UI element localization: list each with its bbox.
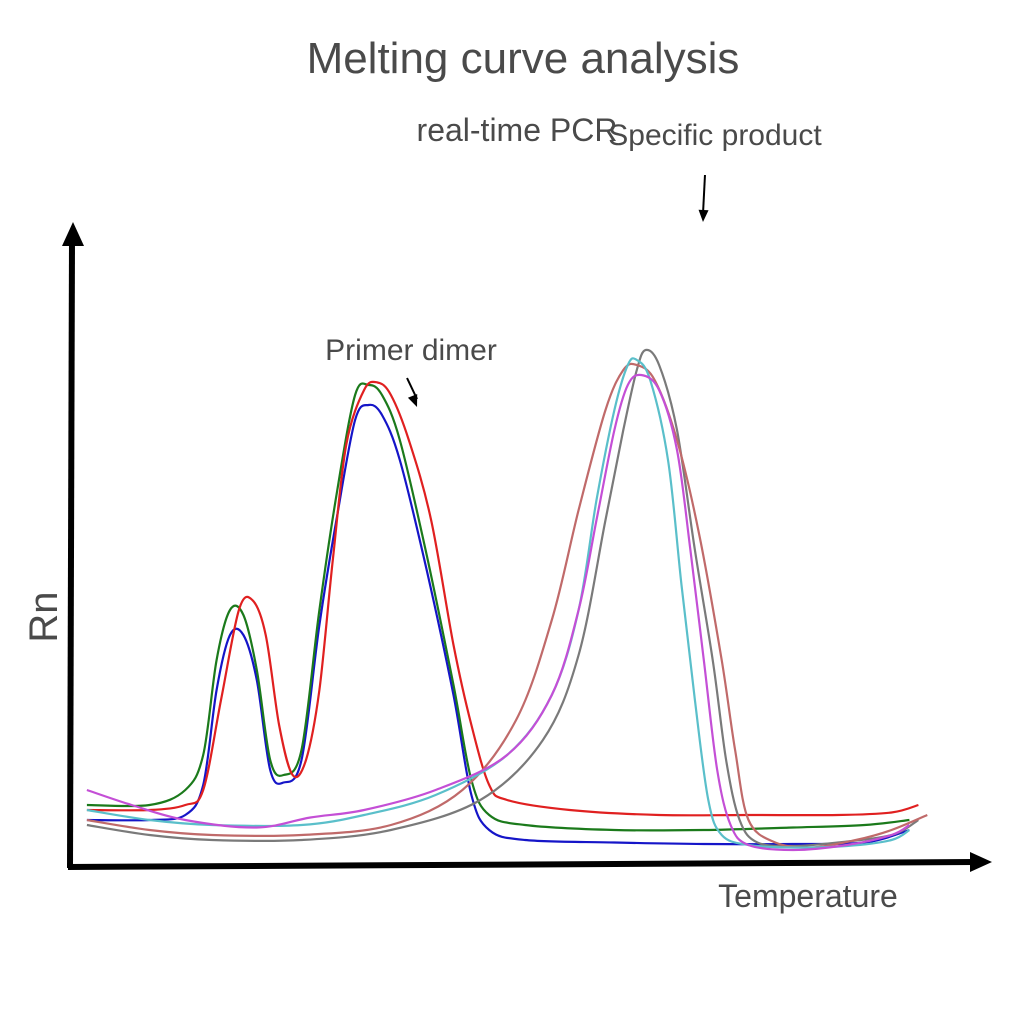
series-layer bbox=[86, 348, 928, 852]
series-line-5 bbox=[86, 362, 928, 849]
chart-subtitle: real-time PCR bbox=[416, 112, 618, 148]
annotation-label-1: Primer dimer bbox=[325, 334, 497, 367]
annotation-layer: Primer dimer Specific product bbox=[325, 119, 822, 407]
series-line-1 bbox=[86, 403, 910, 846]
y-axis-line bbox=[67, 239, 75, 869]
annotation-arrowhead-2 bbox=[698, 209, 709, 222]
annotation-arrowhead-1 bbox=[407, 394, 418, 407]
x-axis-line bbox=[67, 859, 976, 870]
series-line-3 bbox=[86, 380, 919, 817]
chart-title: Melting curve analysis bbox=[306, 34, 740, 83]
annotation-label-2: Specific product bbox=[608, 119, 822, 152]
y-axis-label: Rn bbox=[22, 591, 66, 642]
series-line-4 bbox=[86, 348, 919, 848]
x-axis-label: Temperature bbox=[718, 878, 898, 914]
series-line-2 bbox=[86, 382, 910, 832]
annotation-arrow-2 bbox=[701, 174, 706, 215]
x-axis-arrowhead bbox=[970, 852, 992, 872]
y-axis-arrowhead bbox=[62, 222, 84, 246]
series-line-6 bbox=[86, 357, 911, 849]
series-line-7 bbox=[86, 373, 910, 852]
